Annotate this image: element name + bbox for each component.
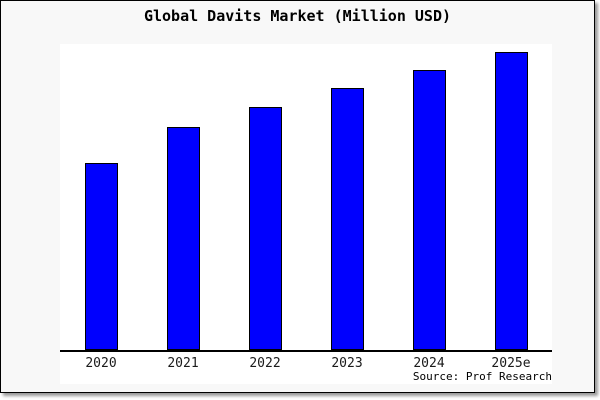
x-tick-label-2025e: 2025e (491, 356, 531, 371)
source-note: Source: Prof Research (412, 370, 552, 383)
x-tick-label-2020: 2020 (85, 356, 117, 371)
x-tick-label-2021: 2021 (167, 356, 199, 371)
chart-figure: Global Davits Market (Million USD) 2020 2… (0, 0, 595, 393)
bar-2020 (84, 163, 118, 350)
plot-area: 2020 2021 2022 2023 2024 2025e Source: Prof R… (60, 44, 552, 384)
bar-2024 (412, 70, 446, 350)
bar-2023 (330, 88, 364, 350)
bar-2021 (166, 127, 200, 350)
x-tick-label-2023: 2023 (331, 356, 363, 371)
chart-title: Global Davits Market (Million USD) (143, 7, 452, 25)
bars-container (60, 44, 552, 350)
x-tick-label-2022: 2022 (249, 356, 281, 371)
bar-2025e (494, 52, 528, 350)
x-axis-line (60, 350, 552, 352)
x-tick-label-2024: 2024 (413, 356, 445, 371)
bar-2022 (248, 107, 282, 350)
